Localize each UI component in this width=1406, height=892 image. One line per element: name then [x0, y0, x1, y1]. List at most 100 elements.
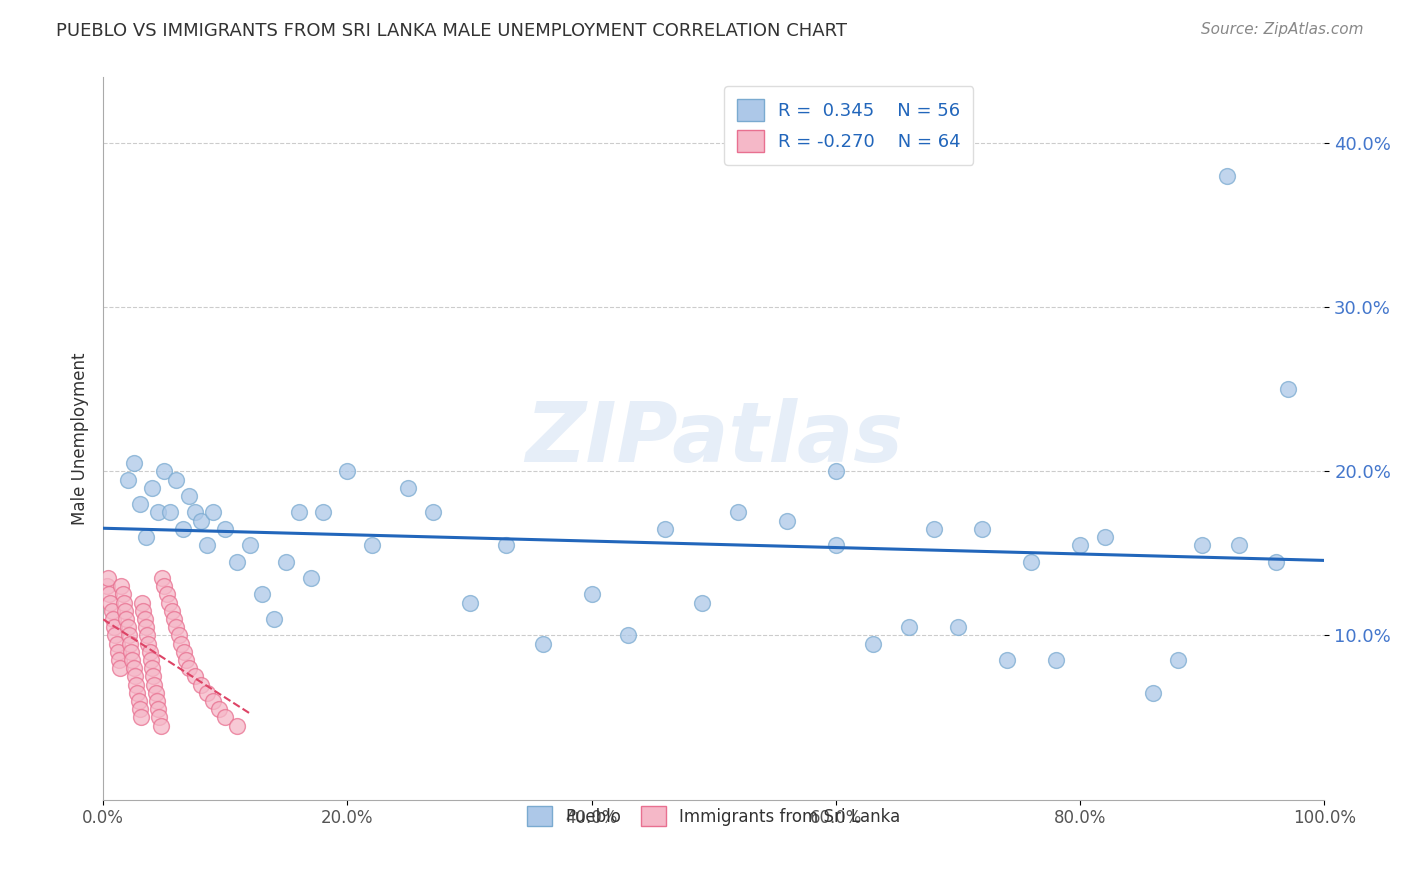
Point: [142, 669, 165, 683]
Point: [136, 637, 159, 651]
Point: [1191, 538, 1213, 552]
Point: [202, 694, 225, 708]
Point: [183, 505, 205, 519]
Point: [581, 587, 603, 601]
Point: [127, 686, 149, 700]
Point: [263, 612, 285, 626]
Point: [214, 710, 236, 724]
Point: [135, 530, 157, 544]
Point: [1264, 555, 1286, 569]
Point: [1227, 538, 1250, 552]
Point: [117, 620, 139, 634]
Point: [1167, 653, 1189, 667]
Point: [190, 514, 212, 528]
Point: [97, 571, 120, 585]
Point: [143, 678, 166, 692]
Point: [172, 522, 194, 536]
Text: Source: ZipAtlas.com: Source: ZipAtlas.com: [1201, 22, 1364, 37]
Point: [149, 719, 172, 733]
Point: [190, 678, 212, 692]
Point: [1045, 653, 1067, 667]
Point: [105, 637, 128, 651]
Point: [122, 661, 145, 675]
Point: [160, 604, 183, 618]
Point: [104, 628, 127, 642]
Point: [132, 604, 155, 618]
Point: [150, 571, 173, 585]
Point: [825, 538, 848, 552]
Point: [312, 505, 335, 519]
Point: [114, 604, 136, 618]
Point: [1215, 169, 1237, 183]
Point: [100, 604, 122, 618]
Point: [1277, 382, 1299, 396]
Point: [1069, 538, 1091, 552]
Point: [336, 464, 359, 478]
Point: [946, 620, 969, 634]
Text: PUEBLO VS IMMIGRANTS FROM SRI LANKA MALE UNEMPLOYMENT CORRELATION CHART: PUEBLO VS IMMIGRANTS FROM SRI LANKA MALE…: [56, 22, 848, 40]
Point: [122, 456, 145, 470]
Point: [156, 587, 179, 601]
Point: [125, 678, 148, 692]
Point: [922, 522, 945, 536]
Point: [1142, 686, 1164, 700]
Point: [617, 628, 640, 642]
Point: [226, 555, 249, 569]
Point: [495, 538, 517, 552]
Point: [96, 579, 118, 593]
Point: [276, 555, 298, 569]
Point: [111, 587, 134, 601]
Point: [214, 522, 236, 536]
Point: [118, 637, 141, 651]
Point: [138, 645, 160, 659]
Y-axis label: Male Unemployment: Male Unemployment: [72, 352, 89, 524]
Point: [208, 702, 231, 716]
Point: [100, 596, 122, 610]
Point: [972, 522, 994, 536]
Point: [146, 694, 169, 708]
Point: [121, 653, 143, 667]
Point: [124, 669, 146, 683]
Point: [202, 505, 225, 519]
Point: [174, 653, 197, 667]
Point: [146, 505, 169, 519]
Point: [1019, 555, 1042, 569]
Point: [398, 481, 420, 495]
Point: [177, 661, 200, 675]
Point: [167, 628, 190, 642]
Point: [112, 596, 135, 610]
Point: [995, 653, 1018, 667]
Point: [148, 710, 170, 724]
Point: [531, 637, 554, 651]
Point: [128, 497, 150, 511]
Point: [159, 505, 181, 519]
Point: [458, 596, 481, 610]
Point: [153, 579, 176, 593]
Point: [117, 473, 139, 487]
Point: [139, 653, 162, 667]
Point: [101, 612, 124, 626]
Point: [110, 661, 132, 675]
Point: [128, 694, 150, 708]
Point: [134, 612, 156, 626]
Point: [1094, 530, 1116, 544]
Point: [173, 645, 195, 659]
Point: [145, 686, 167, 700]
Point: [146, 702, 169, 716]
Point: [226, 719, 249, 733]
Point: [141, 661, 163, 675]
Point: [239, 538, 262, 552]
Point: [195, 686, 218, 700]
Point: [118, 628, 141, 642]
Point: [170, 637, 193, 651]
Point: [165, 620, 187, 634]
Point: [107, 645, 129, 659]
Point: [157, 596, 180, 610]
Point: [862, 637, 884, 651]
Point: [195, 538, 218, 552]
Point: [110, 579, 132, 593]
Point: [898, 620, 921, 634]
Point: [177, 489, 200, 503]
Point: [98, 587, 121, 601]
Point: [422, 505, 444, 519]
